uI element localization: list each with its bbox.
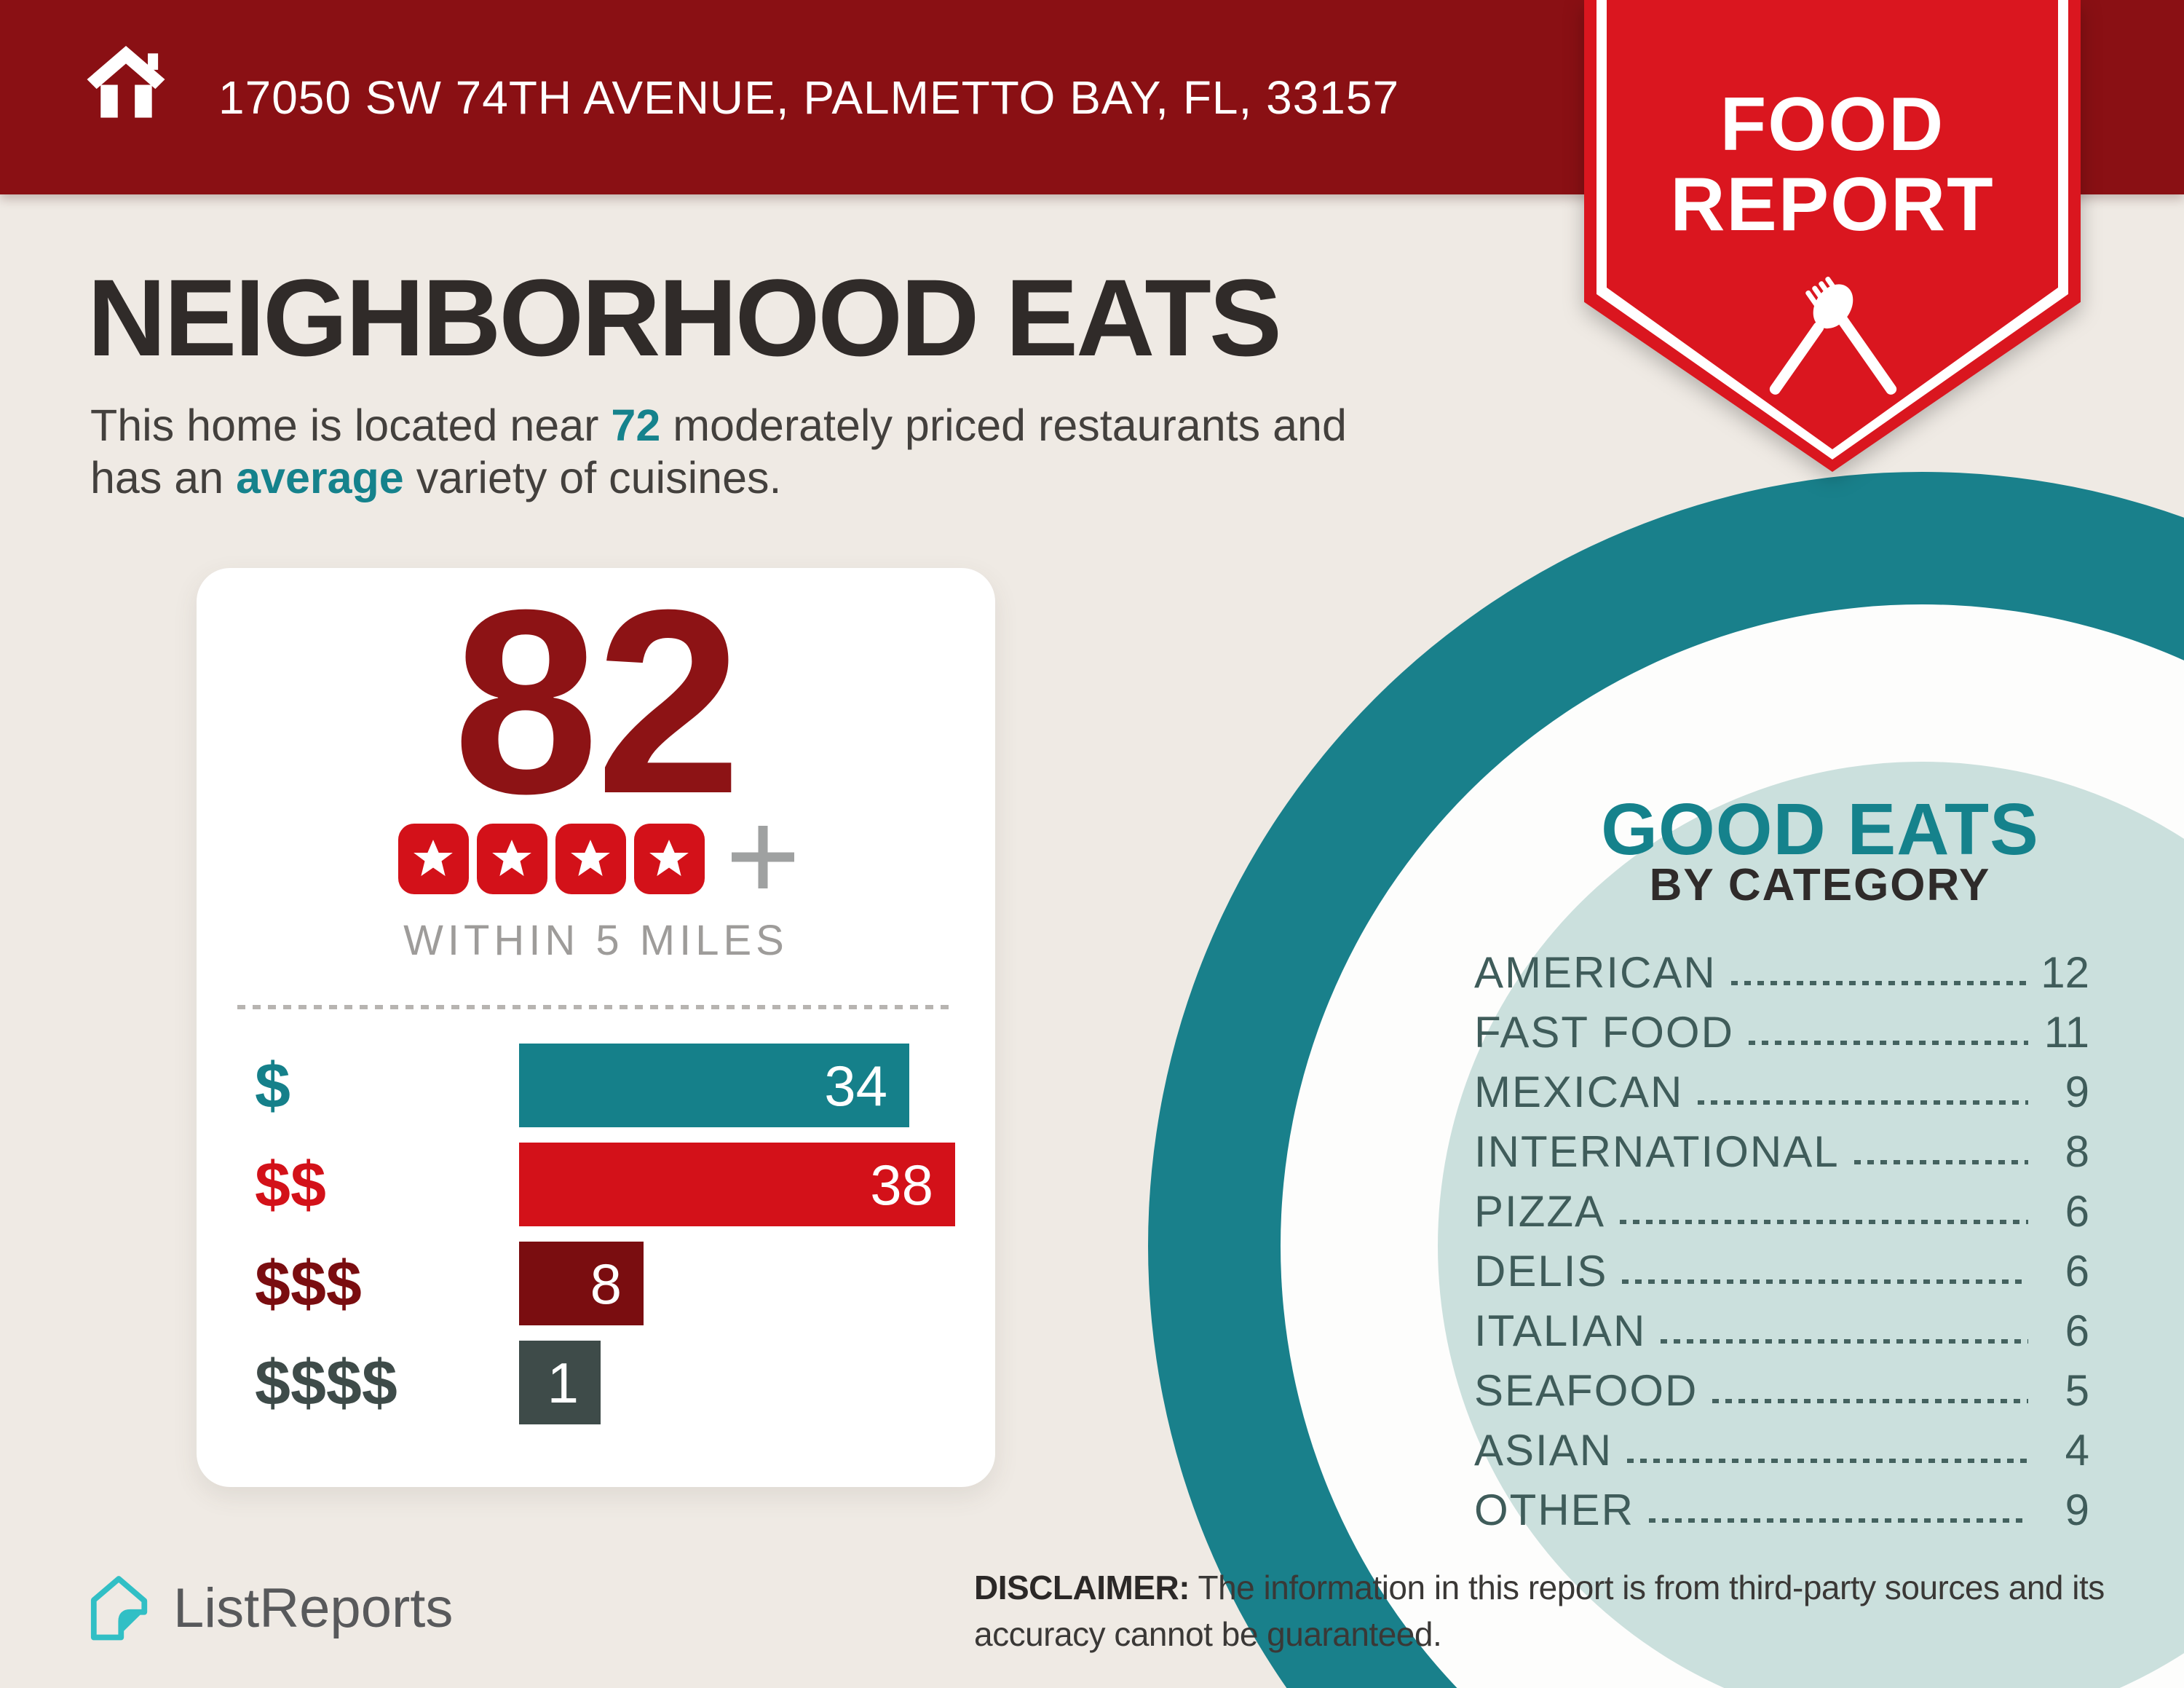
disclaimer: DISCLAIMER: The information in this repo… (974, 1564, 2139, 1657)
category-row: SEAFOOD 5 (1474, 1360, 2089, 1420)
ribbon-title-line1: FOOD (1720, 82, 1945, 167)
category-row: DELIS 6 (1474, 1241, 2089, 1301)
category-count: 6 (2065, 1186, 2089, 1236)
disclaimer-line2: accuracy cannot be guaranteed. (974, 1615, 1442, 1653)
food-report-ribbon: FOOD REPORT (1584, 0, 2081, 472)
subtitle-text-4: variety of cuisines. (403, 453, 782, 502)
category-row: INTERNATIONAL 8 (1474, 1121, 2089, 1181)
category-name: MEXICAN (1474, 1067, 1684, 1116)
dotted-leader (1853, 1160, 2028, 1164)
category-count: 9 (2065, 1485, 2089, 1534)
category-name: ITALIAN (1474, 1306, 1647, 1355)
subtitle-text-1: This home is located near (90, 401, 612, 450)
ribbon-title-line2: REPORT (1670, 162, 1995, 247)
price-bar: 8 (519, 1242, 644, 1325)
category-name: ASIAN (1474, 1425, 1613, 1475)
price-tier-label: $$$ (255, 1247, 362, 1320)
dotted-leader (1622, 1279, 2028, 1284)
plus-icon (731, 826, 794, 892)
good-eats-subtitle: BY CATEGORY (1649, 860, 1991, 910)
category-name: OTHER (1474, 1485, 1634, 1534)
category-name: DELIS (1474, 1246, 1608, 1295)
listreports-brand: ListReports (84, 1563, 453, 1654)
category-name: PIZZA (1474, 1186, 1606, 1236)
category-row: PIZZA 6 (1474, 1181, 2089, 1241)
category-count: 9 (2065, 1067, 2089, 1116)
spoon-fork-icon (1752, 262, 1912, 419)
price-bar-row: $$$$ 1 (197, 1341, 995, 1424)
category-row: ASIAN 4 (1474, 1420, 2089, 1480)
category-row: ITALIAN 6 (1474, 1301, 2089, 1360)
price-bar: 34 (519, 1044, 909, 1127)
price-bar-row: $$ 38 (197, 1143, 995, 1226)
divider (237, 1005, 954, 1009)
yelp-star-icon (555, 824, 626, 894)
price-bar-value: 8 (590, 1252, 622, 1316)
good-eats-circle-ring (1148, 472, 2184, 1688)
home-icon (82, 41, 170, 122)
dotted-leader (1730, 981, 2028, 985)
star-rating (197, 824, 995, 894)
category-name: SEAFOOD (1474, 1365, 1698, 1415)
category-name: FAST FOOD (1474, 1007, 1734, 1057)
category-count: 6 (2065, 1306, 2089, 1355)
score-card: 82 WITHIN 5 (197, 568, 995, 1487)
category-count: 12 (2041, 947, 2089, 997)
dotted-leader (1627, 1459, 2028, 1463)
category-count: 5 (2065, 1365, 2089, 1415)
page-subtitle: This home is located near 72 moderately … (90, 399, 1583, 504)
price-tier-label: $ (255, 1049, 290, 1121)
price-bar-value: 1 (547, 1351, 579, 1415)
category-name: INTERNATIONAL (1474, 1127, 1840, 1176)
dotted-leader (1748, 1041, 2028, 1045)
category-row: MEXICAN 9 (1474, 1062, 2089, 1121)
price-bar: 38 (519, 1143, 955, 1226)
dotted-leader (1661, 1339, 2028, 1344)
listreports-wordmark: ListReports (173, 1577, 454, 1639)
property-address: 17050 SW 74TH AVENUE, PALMETTO BAY, FL, … (218, 71, 1400, 124)
page-title: NEIGHBORHOOD EATS (87, 256, 1282, 379)
category-count: 11 (2043, 1007, 2089, 1057)
good-eats-title: GOOD EATS (1601, 789, 2039, 870)
subtitle-text-2: moderately priced restaurants and (660, 401, 1347, 450)
yelp-star-icon (476, 824, 547, 894)
price-bar-value: 38 (870, 1153, 933, 1217)
dotted-leader (1649, 1518, 2028, 1523)
yelp-star-icon (397, 824, 469, 894)
category-list: AMERICAN 12 FAST FOOD 11 MEXICAN 9 INTER… (1474, 942, 2089, 1539)
category-count: 8 (2065, 1127, 2089, 1176)
category-count: 6 (2065, 1246, 2089, 1295)
dotted-leader (1620, 1220, 2028, 1224)
category-name: AMERICAN (1474, 947, 1717, 997)
category-row: AMERICAN 12 (1474, 942, 2089, 1002)
disclaimer-label: DISCLAIMER: (974, 1569, 1190, 1606)
price-tier-label: $$ (255, 1148, 326, 1220)
listreports-logo-icon (84, 1563, 154, 1654)
price-tier-label: $$$$ (255, 1346, 397, 1419)
variety-highlight: average (236, 453, 404, 502)
subtitle-text-3: has an (90, 453, 237, 502)
radius-label: WITHIN 5 MILES (403, 917, 788, 964)
yelp-star-icon (633, 824, 705, 894)
disclaimer-line1: The information in this report is from t… (1190, 1569, 2105, 1606)
category-row: FAST FOOD 11 (1474, 1002, 2089, 1062)
price-bar: 1 (519, 1341, 601, 1424)
eats-score: 82 (453, 556, 741, 848)
price-bar-row: $ 34 (197, 1044, 995, 1127)
category-count: 4 (2065, 1425, 2089, 1475)
dotted-leader (1712, 1399, 2028, 1403)
price-bar-value: 34 (824, 1054, 887, 1118)
restaurant-count: 72 (611, 401, 661, 450)
price-bar-row: $$$ 8 (197, 1242, 995, 1325)
dotted-leader (1698, 1100, 2028, 1105)
category-row: OTHER 9 (1474, 1480, 2089, 1539)
